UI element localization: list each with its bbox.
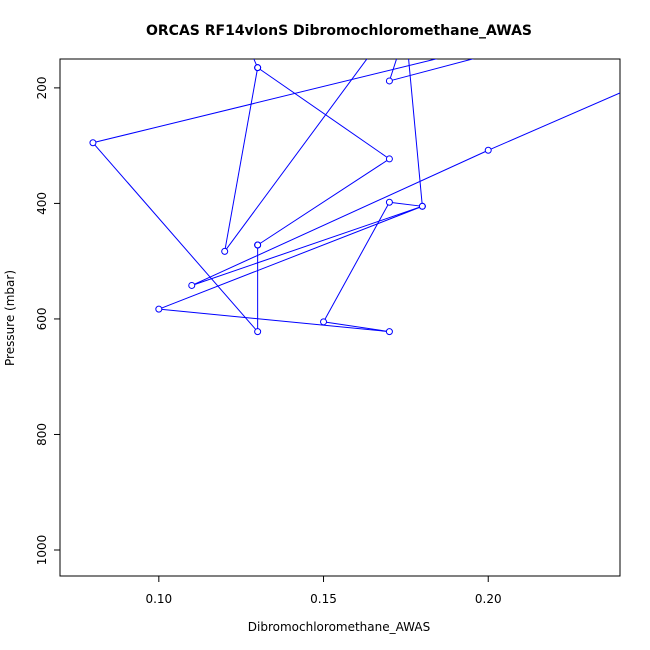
data-point-marker xyxy=(89,139,97,147)
chart-title: ORCAS RF14vlonS Dibromochloromethane_AWA… xyxy=(146,23,532,39)
data-point-marker xyxy=(601,21,607,27)
x-tick-label: 0.15 xyxy=(310,592,337,606)
series-line-segment xyxy=(259,160,388,244)
data-point-marker xyxy=(418,202,426,210)
series-line-segment xyxy=(194,151,486,285)
series-layer xyxy=(89,21,620,336)
series-line-segment xyxy=(226,59,368,250)
data-point-marker xyxy=(188,281,196,289)
x-tick-label: 0.20 xyxy=(475,592,502,606)
y-tick-label: 1000 xyxy=(35,535,49,566)
data-point-marker xyxy=(385,198,393,206)
data-point-marker xyxy=(155,305,163,313)
x-tick-label: 0.10 xyxy=(145,592,172,606)
y-axis: 200 400 600 800 1000 xyxy=(35,76,60,565)
data-point-marker xyxy=(254,64,262,72)
data-point-marker xyxy=(385,328,393,336)
data-point-marker xyxy=(320,318,328,326)
y-tick-label: 200 xyxy=(35,76,49,99)
series-line-segment xyxy=(326,321,387,332)
data-point-marker xyxy=(385,77,393,85)
y-axis-label: Pressure (mbar) xyxy=(3,270,17,366)
series-line-segment xyxy=(324,204,389,320)
series-line-segment xyxy=(194,206,420,285)
series-line-segment xyxy=(95,59,438,143)
series-line-segment xyxy=(253,59,257,66)
series-line-segment xyxy=(94,144,257,330)
series-line-segment xyxy=(224,70,258,249)
x-axis: 0.10 0.15 0.20 xyxy=(145,576,502,606)
plot-frame xyxy=(59,58,621,577)
series-line-segment xyxy=(490,92,620,150)
data-point-marker xyxy=(221,247,229,255)
data-point-marker xyxy=(385,155,393,163)
data-point-marker xyxy=(254,328,262,336)
y-tick-label: 800 xyxy=(35,423,49,446)
series-line-segment xyxy=(161,308,387,332)
data-point-marker xyxy=(484,146,492,154)
y-tick-label: 600 xyxy=(35,307,49,330)
series-line-segment xyxy=(392,202,420,207)
data-point-marker xyxy=(254,241,262,249)
series-line-segment xyxy=(389,59,398,79)
data-point-marker xyxy=(551,27,557,33)
series-line-segment xyxy=(161,206,420,309)
series-line-segment xyxy=(259,68,388,158)
series-line-segment xyxy=(392,59,475,81)
series-line-segment xyxy=(408,59,423,204)
x-axis-label: Dibromochloromethane_AWAS xyxy=(248,620,430,634)
y-tick-label: 400 xyxy=(35,192,49,215)
